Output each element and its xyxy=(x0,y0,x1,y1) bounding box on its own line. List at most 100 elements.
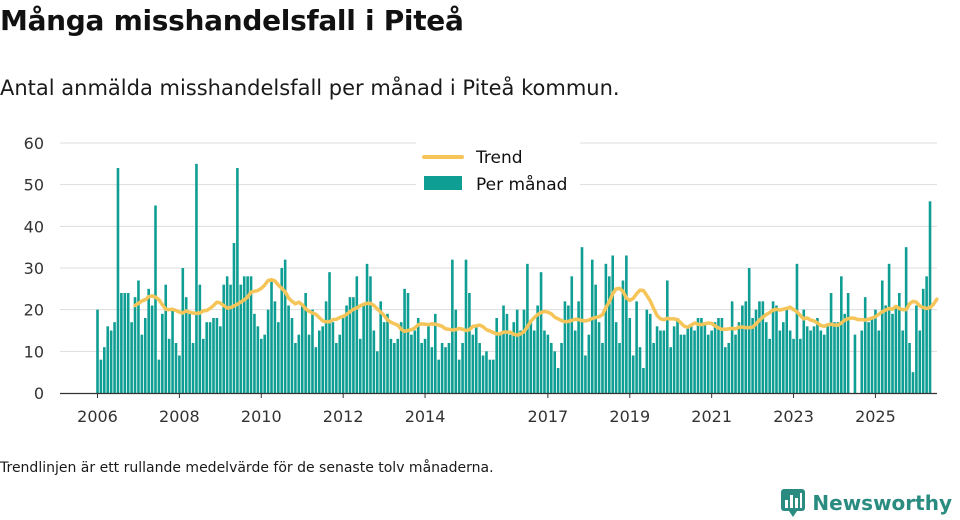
bar xyxy=(676,318,679,393)
x-tick-label: 2019 xyxy=(609,407,650,426)
bar xyxy=(474,326,478,393)
bar xyxy=(437,359,440,393)
bar xyxy=(406,293,410,393)
trend-line xyxy=(133,277,939,337)
bar xyxy=(317,330,321,393)
legend-bars-label: Per månad xyxy=(476,174,567,195)
bar xyxy=(519,330,522,393)
bar xyxy=(812,326,816,393)
x-tick-label: 2006 xyxy=(77,407,118,426)
bar xyxy=(103,347,106,393)
bar xyxy=(184,297,188,393)
bar xyxy=(219,326,222,393)
bar xyxy=(399,322,403,393)
bar xyxy=(655,326,659,393)
bar xyxy=(628,318,632,393)
bar xyxy=(679,334,683,393)
bar xyxy=(386,313,389,393)
bar xyxy=(164,284,168,393)
bar xyxy=(191,343,195,393)
bar xyxy=(304,293,307,393)
chart-title: Många misshandelsfall i Piteå xyxy=(0,4,464,37)
bar xyxy=(372,330,376,393)
bar xyxy=(775,305,778,393)
bar xyxy=(420,343,423,393)
bar xyxy=(816,318,819,393)
bar xyxy=(256,326,260,393)
bar xyxy=(307,334,311,393)
bar xyxy=(433,313,437,393)
bar xyxy=(648,313,652,393)
bar xyxy=(618,343,621,393)
bar xyxy=(754,309,758,393)
bar xyxy=(509,334,512,393)
bar xyxy=(457,359,461,393)
bar xyxy=(444,347,447,393)
x-tick-label: 2025 xyxy=(855,407,896,426)
bar xyxy=(188,313,191,393)
bar xyxy=(365,263,369,393)
bar xyxy=(928,201,932,393)
bar xyxy=(253,313,256,393)
bar xyxy=(901,330,905,393)
bar xyxy=(393,343,396,393)
bar xyxy=(550,343,553,393)
bar xyxy=(157,359,161,393)
bar xyxy=(270,280,273,393)
bar xyxy=(826,326,829,393)
bar xyxy=(764,322,768,393)
bar xyxy=(874,309,877,393)
bar xyxy=(423,338,427,393)
bar xyxy=(560,343,563,393)
bar xyxy=(696,318,700,393)
trend-layer xyxy=(133,277,939,337)
bar xyxy=(249,276,253,393)
bar xyxy=(161,313,164,393)
bar xyxy=(341,318,345,393)
bar xyxy=(205,322,208,393)
bar xyxy=(259,338,263,393)
bar xyxy=(720,318,724,393)
bar xyxy=(137,280,140,393)
bar xyxy=(863,297,867,393)
y-tick-label: 30 xyxy=(24,259,44,278)
bar xyxy=(758,301,761,393)
bar xyxy=(369,276,372,393)
x-axis-ticks: 2006 2008 2010 2012 2014 2017 2019 2021 2023 2025 xyxy=(77,393,896,426)
bar xyxy=(130,322,133,393)
bar xyxy=(471,334,475,393)
bar xyxy=(461,343,464,393)
bar xyxy=(683,334,686,393)
bar xyxy=(730,301,734,393)
bar xyxy=(669,347,673,393)
bar xyxy=(280,268,284,393)
bar xyxy=(601,343,604,393)
bar xyxy=(215,318,219,393)
bar xyxy=(829,293,833,393)
bar xyxy=(700,318,703,393)
bar xyxy=(532,330,536,393)
bar xyxy=(717,318,720,393)
bar xyxy=(382,322,386,393)
legend: Trend Per månad xyxy=(416,140,580,202)
bar xyxy=(232,243,236,393)
bar xyxy=(860,330,864,393)
bar xyxy=(809,330,812,393)
bar xyxy=(843,313,847,393)
bar xyxy=(771,301,775,393)
bar xyxy=(287,305,290,393)
bar xyxy=(577,301,580,393)
bar xyxy=(362,305,365,393)
bar xyxy=(573,330,577,393)
bar xyxy=(884,305,887,393)
bar xyxy=(505,313,509,393)
bar xyxy=(297,334,301,393)
brand-logo[interactable]: Newsworthy xyxy=(780,488,952,518)
legend-trend-label: Trend xyxy=(475,148,523,168)
bar xyxy=(638,347,642,393)
bar xyxy=(522,309,526,393)
bar xyxy=(515,309,519,393)
bar xyxy=(427,326,430,393)
bar xyxy=(464,259,468,393)
bar xyxy=(918,330,922,393)
